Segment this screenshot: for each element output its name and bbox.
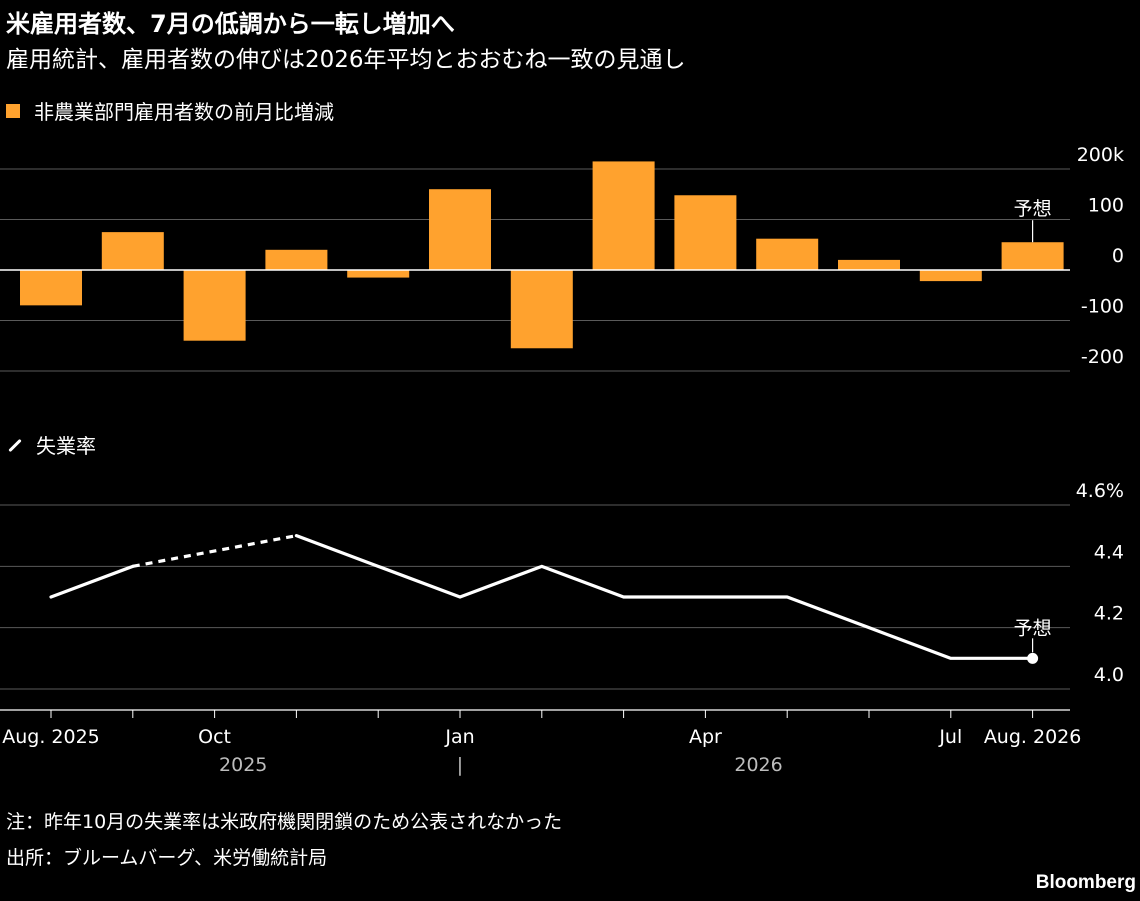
x-tick-label: Jan bbox=[444, 726, 474, 748]
bar-y-tick-label: 0 bbox=[1112, 245, 1124, 267]
chart-subtitle: 雇用統計、雇用者数の伸びは2026年平均とおおむね一致の見通し bbox=[6, 47, 686, 73]
x-tick-label: Oct bbox=[198, 726, 231, 748]
unemployment-line-interpolated bbox=[132, 534, 297, 568]
line-y-tick-label: 4.0 bbox=[1094, 664, 1124, 686]
bar bbox=[756, 238, 819, 270]
line-legend-label: 失業率 bbox=[36, 434, 96, 458]
chart-title: 米雇用者数、7月の低調から一転し増加へ bbox=[6, 10, 455, 38]
x-tick-label: Aug. 2025 bbox=[2, 726, 100, 748]
bar bbox=[265, 249, 328, 270]
x-year-label: 2026 bbox=[734, 754, 782, 776]
bloomberg-logo: Bloomberg bbox=[1035, 872, 1136, 893]
bar bbox=[919, 270, 982, 282]
chart-source: 出所：ブルームバーグ、米労働統計局 bbox=[6, 847, 328, 869]
bar bbox=[592, 161, 655, 270]
x-tick-label: Aug. 2026 bbox=[984, 726, 1082, 748]
x-year-label: 2025 bbox=[219, 754, 267, 776]
bar bbox=[101, 232, 164, 270]
bar bbox=[1001, 242, 1064, 270]
line-forecast-point bbox=[1027, 652, 1039, 664]
bar bbox=[429, 189, 491, 270]
line-legend: 失業率 bbox=[6, 430, 96, 459]
bar bbox=[674, 195, 737, 270]
bar-y-tick-label: 100 bbox=[1088, 195, 1124, 217]
bar bbox=[510, 270, 573, 349]
bar bbox=[347, 270, 410, 278]
bar bbox=[183, 270, 246, 341]
unemployment-line bbox=[294, 534, 1035, 660]
bar-y-tick-label: -100 bbox=[1081, 296, 1124, 318]
unemployment-line bbox=[49, 564, 135, 599]
line-y-tick-label: 4.4 bbox=[1094, 541, 1124, 563]
bar-legend-label: 非農業部門雇用者数の前月比増減 bbox=[34, 100, 334, 124]
bar-legend: 非農業部門雇用者数の前月比増減 bbox=[6, 96, 334, 125]
bar-y-tick-label: -200 bbox=[1081, 346, 1124, 368]
chart-note: 注：昨年10月の失業率は米政府機関閉鎖のため公表されなかった bbox=[6, 811, 563, 833]
bar-y-tick-label: 200k bbox=[1077, 144, 1124, 166]
line-y-tick-label: 4.2 bbox=[1094, 603, 1124, 625]
x-year-separator: | bbox=[457, 754, 463, 776]
bar-forecast-label: 予想 bbox=[1014, 198, 1052, 220]
bar bbox=[838, 259, 900, 270]
bar-legend-swatch bbox=[6, 103, 20, 118]
x-tick-label: Jul bbox=[938, 726, 962, 748]
bar bbox=[20, 270, 82, 306]
x-tick-label: Apr bbox=[689, 726, 722, 748]
line-y-tick-label: 4.6% bbox=[1076, 480, 1124, 502]
line-forecast-label: 予想 bbox=[1014, 617, 1052, 639]
